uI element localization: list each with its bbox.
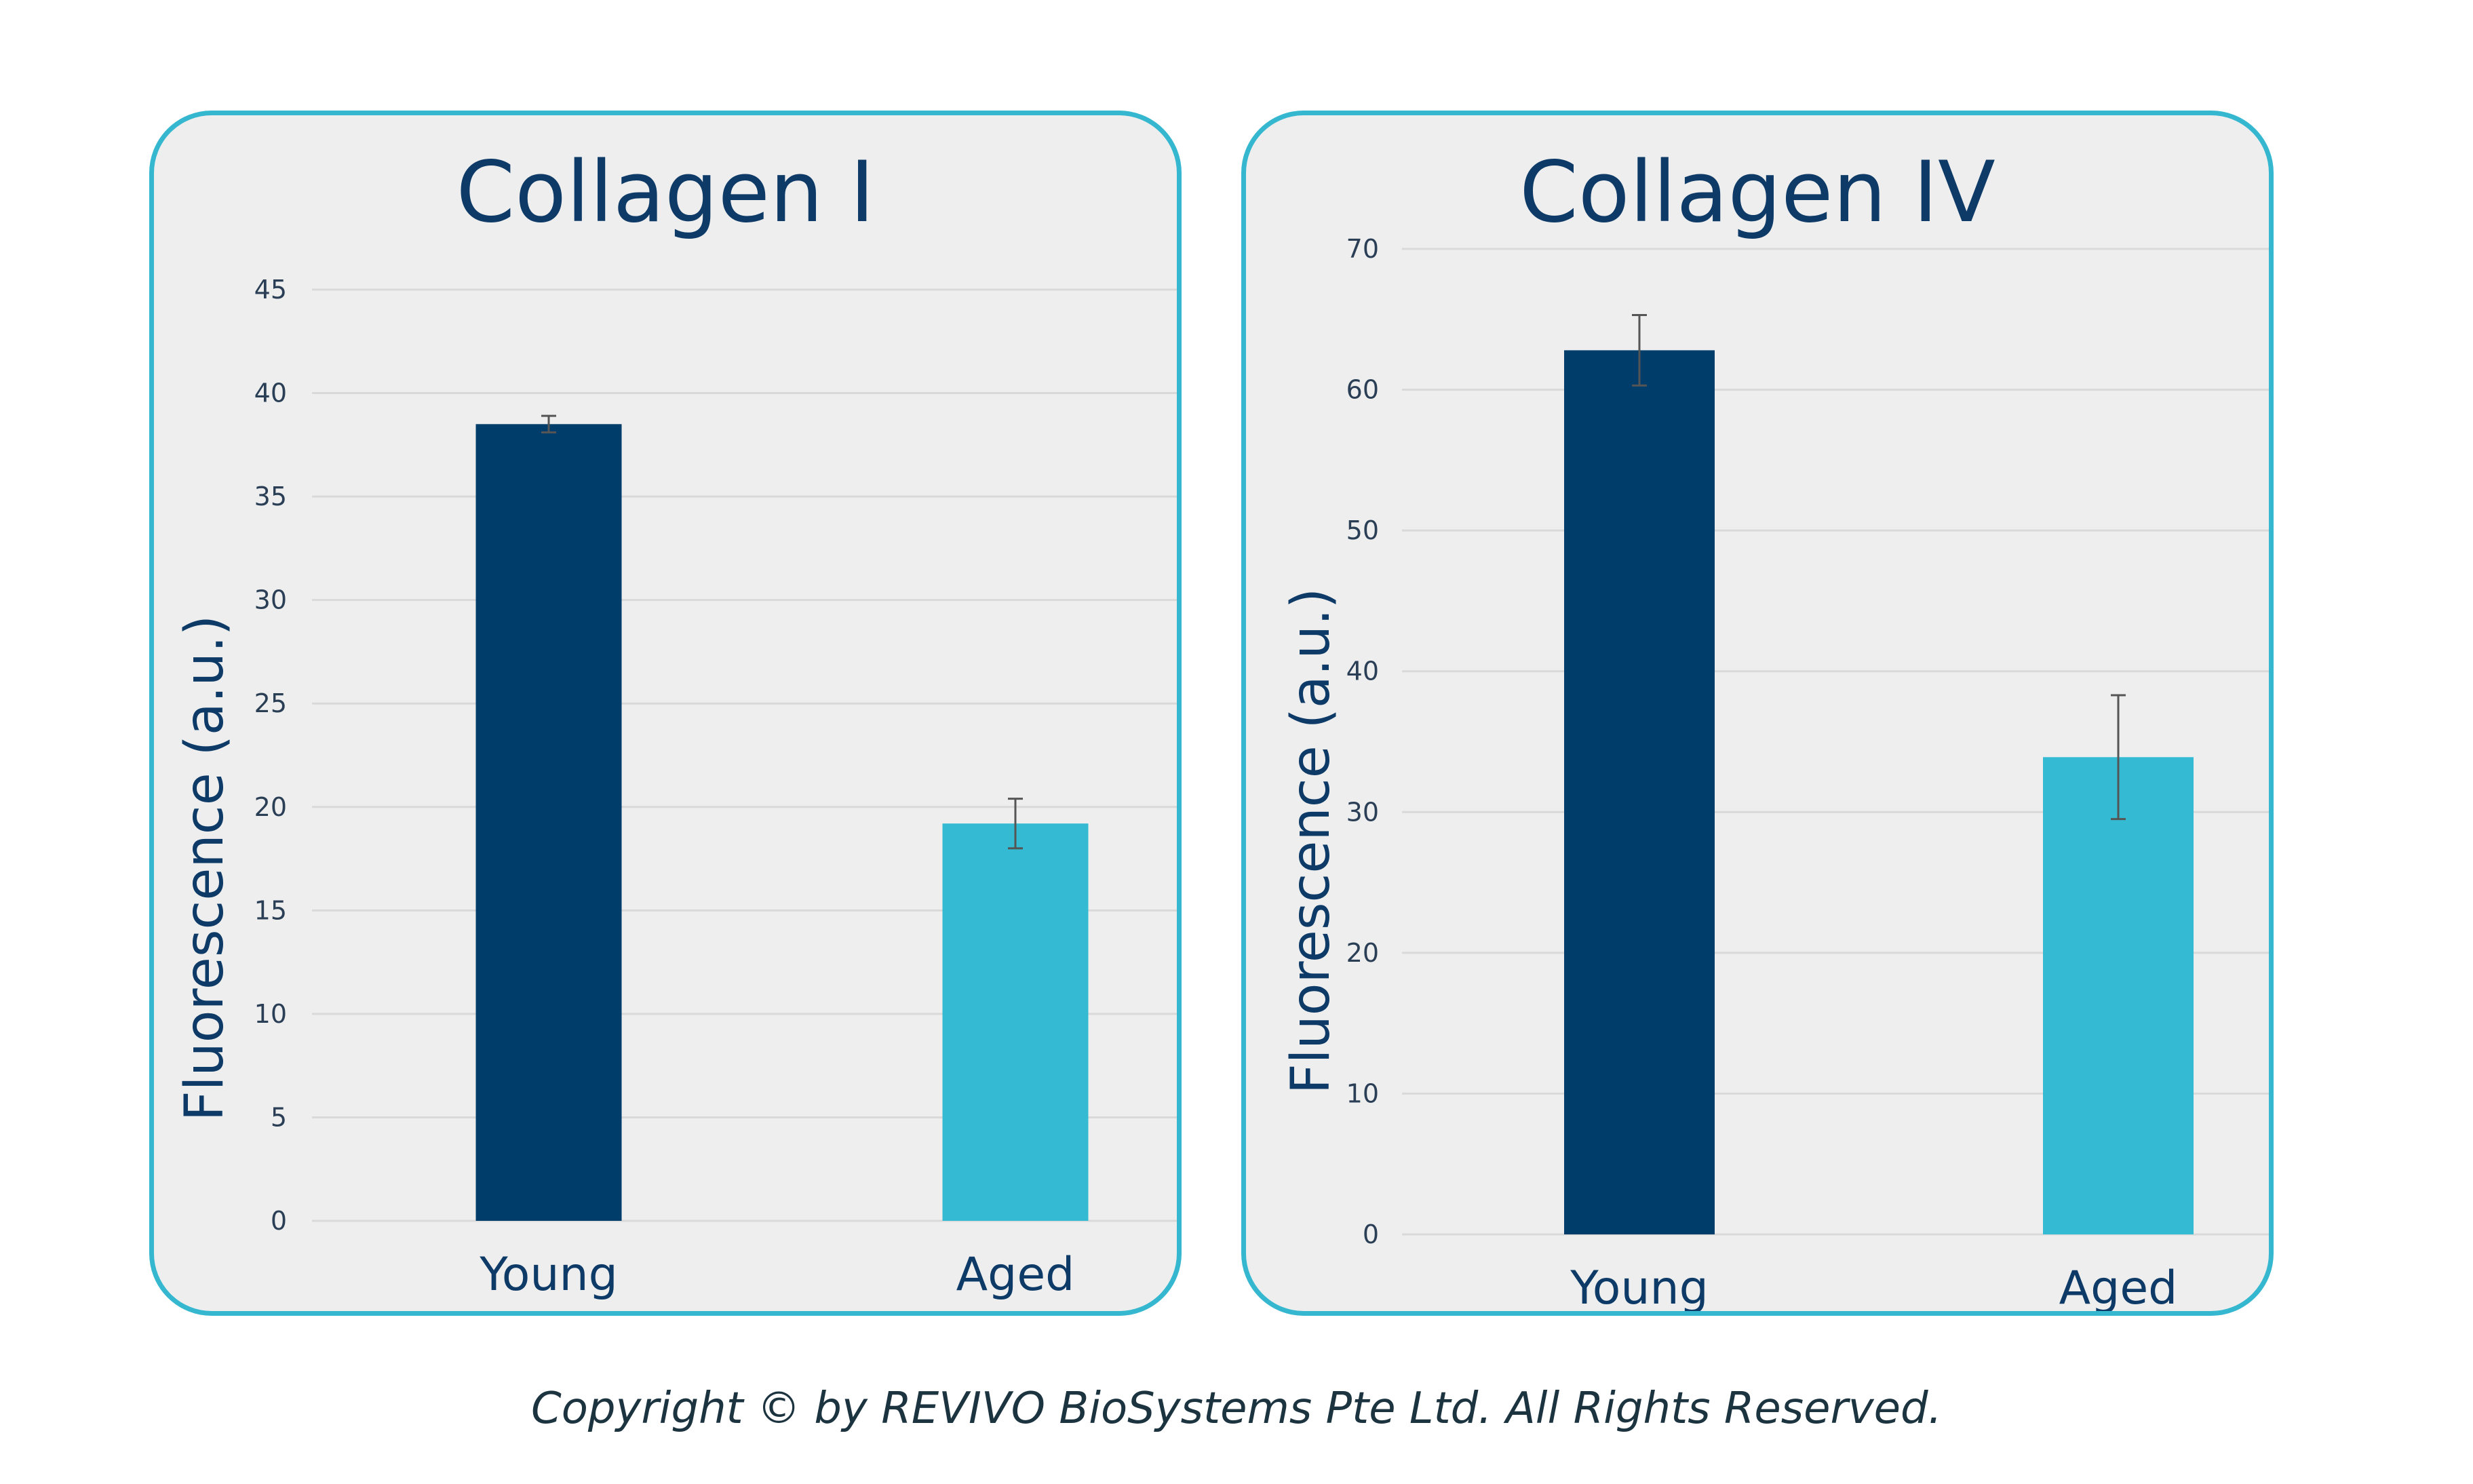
chart-title: Collagen IV [1519, 144, 1995, 241]
y-tick-label: 20 [254, 792, 287, 822]
y-tick-label: 20 [1346, 938, 1379, 968]
y-tick-label: 0 [271, 1206, 287, 1236]
bar-young [1564, 350, 1715, 1234]
bar-young [475, 424, 622, 1221]
y-tick-label: 35 [254, 482, 287, 511]
y-tick-label: 45 [254, 275, 287, 305]
y-tick-label: 40 [1346, 657, 1379, 686]
bar-aged [2043, 757, 2194, 1234]
x-category-label: Young [1570, 1262, 1708, 1315]
y-tick-label: 70 [1346, 234, 1379, 264]
copyright-footer: Copyright © by REVIVO BioSystems Pte Ltd… [531, 1384, 1942, 1434]
y-tick-label: 25 [254, 688, 287, 718]
bar-aged [942, 823, 1089, 1221]
y-tick-label: 40 [254, 378, 287, 408]
y-tick-label: 10 [254, 999, 287, 1029]
y-tick-label: 10 [1346, 1078, 1379, 1108]
y-tick-label: 50 [1346, 515, 1379, 545]
chart-title: Collagen I [456, 144, 875, 241]
x-category-label: Aged [956, 1248, 1075, 1302]
y-tick-label: 0 [1363, 1219, 1379, 1249]
collagen-i-bar-chart: 0 5 10 15 20 25 30 35 40 45 Young Aged [254, 275, 1177, 1302]
y-tick-label: 60 [1346, 375, 1379, 405]
y-tick-label: 15 [254, 895, 287, 925]
y-tick-label: 30 [1346, 797, 1379, 827]
y-tick-label: 5 [271, 1102, 287, 1132]
collagen-iv-bar-chart: 0 10 20 30 40 50 60 70 Young Aged [1346, 234, 2269, 1315]
y-tick-label: 30 [254, 585, 287, 615]
x-category-label: Aged [2059, 1262, 2178, 1315]
x-category-label: Young [479, 1248, 617, 1302]
collagen-iv-chart-panel: Collagen IV Fluorescence (a.u.) 0 10 20 30 4… [1241, 111, 2274, 1316]
collagen-i-chart-panel: Collagen I Fluorescence (a.u.) 0 5 10 15 20 2… [149, 111, 1182, 1316]
